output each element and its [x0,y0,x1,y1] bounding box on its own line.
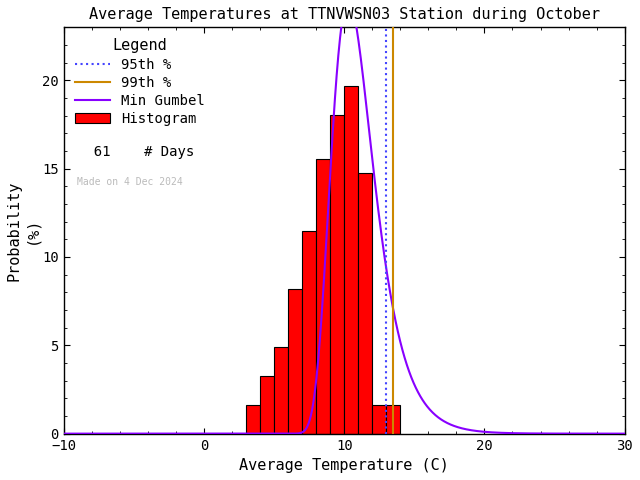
Y-axis label: Probability
(%): Probability (%) [7,180,39,281]
Bar [288,289,302,433]
Text: Made on 4 Dec 2024: Made on 4 Dec 2024 [77,177,183,187]
Bar [246,405,260,433]
Text: 61    # Days: 61 # Days [77,144,195,158]
Bar [274,347,288,433]
Legend: 95th %, 99th %, Min Gumbel, Histogram: 95th %, 99th %, Min Gumbel, Histogram [70,34,209,130]
Bar [316,158,330,433]
Bar [344,86,358,433]
Bar [372,405,387,433]
X-axis label: Average Temperature (C): Average Temperature (C) [239,458,449,473]
Title: Average Temperatures at TTNVWSN03 Station during October: Average Temperatures at TTNVWSN03 Statio… [89,7,600,22]
Bar [358,173,372,433]
Bar [302,231,316,433]
Bar [330,115,344,433]
Bar [260,376,274,433]
Bar [387,405,400,433]
